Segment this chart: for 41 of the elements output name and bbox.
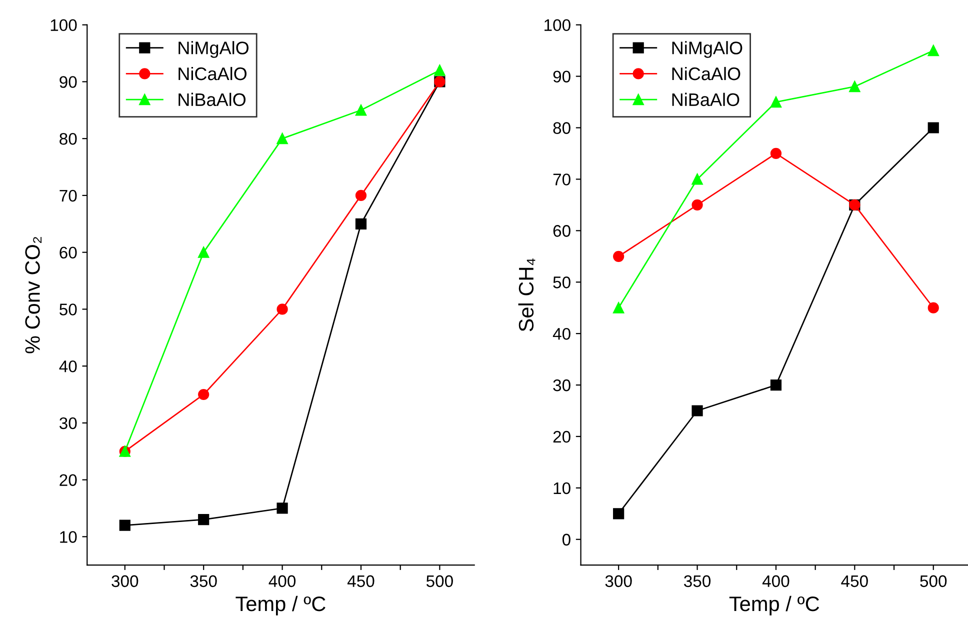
y-tick-label: 40 (552, 328, 570, 340)
x-tick-label: 350 (190, 575, 217, 588)
y-tick-label: 60 (60, 246, 77, 259)
legend-label: NiCaAlO (178, 66, 247, 80)
y-tick-label: 80 (553, 122, 570, 134)
x-axis-title: Temp / ºC (236, 596, 326, 616)
x-tick-label: 300 (605, 575, 632, 588)
x-tick-label: 350 (684, 575, 711, 588)
y-tick-label: 90 (60, 76, 77, 88)
x-tick-label: 500 (426, 575, 453, 588)
y-tick-label: 0 (562, 534, 570, 546)
y-tick-label: 50 (60, 304, 77, 316)
legend-label: NiMgAlO (178, 41, 249, 58)
y-tick-label: 70 (60, 190, 77, 202)
y-axis-title: Sel CH₄ (518, 258, 536, 332)
x-tick-label: 400 (762, 575, 790, 588)
legend-label: NiBaAlO (178, 92, 246, 106)
y-tick-label: 50 (553, 276, 570, 288)
x-axis-title: Temp / ºC (729, 596, 820, 616)
y-tick-label: 30 (553, 379, 570, 392)
y-tick-label: 20 (553, 430, 570, 443)
y-tick-label: 100 (50, 19, 77, 32)
x-tick-label: 450 (347, 575, 374, 588)
y-tick-label: 70 (553, 174, 570, 186)
y-tick-label: 10 (554, 482, 570, 494)
y-tick-label: 30 (59, 417, 77, 430)
y-tick-label: 20 (60, 474, 77, 486)
legend-label: NiMgAlO (672, 41, 742, 58)
legend-label: NiBaAlO (672, 92, 740, 106)
y-tick-label: 60 (553, 225, 570, 237)
x-tick-label: 400 (268, 575, 296, 588)
y-tick-label: 80 (60, 132, 77, 145)
x-tick-label: 450 (841, 575, 868, 588)
y-axis-title: % Conv CO₂ (25, 236, 42, 354)
x-tick-label: 300 (112, 575, 138, 588)
y-tick-label: 10 (60, 531, 77, 543)
y-tick-label: 90 (553, 70, 570, 82)
y-tick-label: 40 (59, 360, 77, 372)
x-tick-label: 500 (920, 575, 947, 588)
y-tick-label: 100 (544, 19, 570, 32)
legend-label: NiCaAlO (672, 66, 740, 80)
